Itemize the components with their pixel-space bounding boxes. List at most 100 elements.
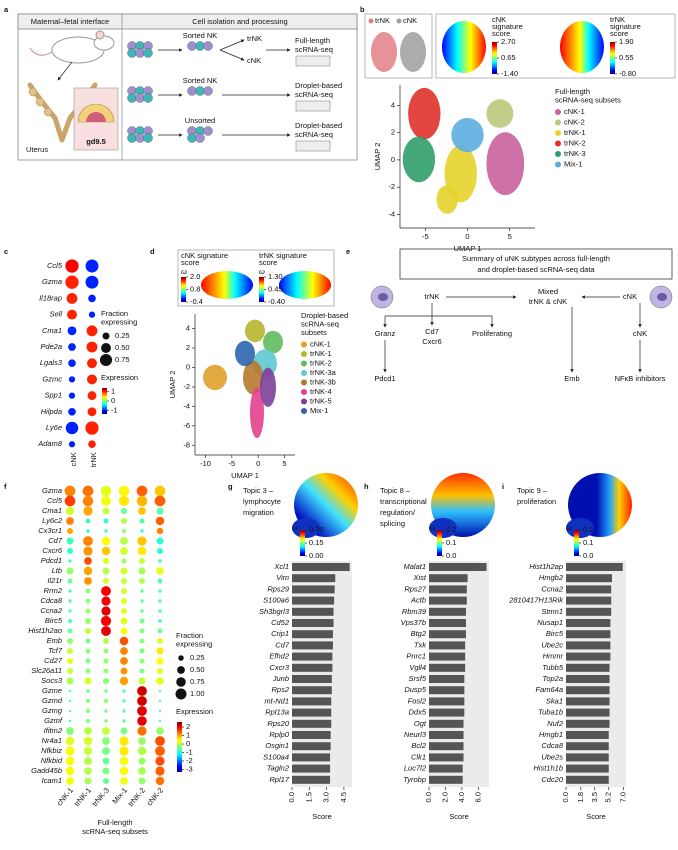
gene-label: Gzmd — [42, 696, 63, 705]
method-label: Droplet-based — [295, 121, 342, 130]
dot — [119, 746, 129, 756]
bar — [292, 574, 336, 583]
panel-label: g — [228, 482, 233, 491]
cluster-blob — [486, 99, 514, 128]
gene-label: Nuf2 — [547, 719, 564, 728]
bar — [292, 731, 331, 739]
dot — [157, 628, 163, 634]
dot — [157, 578, 163, 584]
gene-label: Sell — [49, 310, 62, 319]
x-tick-label: -5 — [422, 232, 429, 241]
bar — [566, 697, 610, 706]
dot — [66, 647, 74, 655]
chart-title: splicing — [380, 519, 405, 528]
dot — [102, 557, 110, 565]
dot — [86, 689, 90, 693]
size-key-label: 0.25 — [115, 331, 130, 340]
dot — [68, 599, 72, 603]
dot — [86, 341, 98, 353]
node-label: trNK — [425, 292, 440, 301]
dot — [85, 421, 99, 435]
dot — [102, 507, 110, 515]
row-label: Unsorted — [185, 116, 215, 125]
legend-label: trNK — [375, 16, 390, 25]
gene-label: Adam8 — [37, 439, 63, 448]
gene-label: Rps29 — [267, 584, 290, 593]
implant — [35, 97, 45, 107]
method-label: scRNA-seq — [295, 45, 333, 54]
dot — [155, 516, 165, 526]
cell — [203, 86, 213, 96]
dot — [139, 638, 145, 644]
dot — [139, 658, 145, 664]
dot — [87, 407, 97, 417]
gene-label: Pde2a — [40, 342, 62, 351]
colorbar-label: 0.1 — [446, 538, 456, 547]
dot — [121, 558, 127, 564]
bar — [292, 563, 350, 571]
cluster-blob — [408, 87, 441, 140]
bar — [429, 607, 466, 616]
bar — [566, 585, 612, 594]
gene-label: Cdca8 — [40, 596, 63, 605]
colorbar-title: trNK — [610, 15, 625, 24]
dot — [102, 767, 110, 775]
size-key-label: 0.25 — [190, 653, 205, 662]
gene-label: Gzma — [42, 277, 62, 286]
legend-title: subsets — [301, 328, 327, 337]
gene-label: Il21r — [47, 576, 62, 585]
dot — [158, 599, 162, 603]
node-label: Mixed — [538, 287, 558, 296]
dot — [87, 358, 97, 369]
dot — [122, 699, 126, 703]
dot — [136, 485, 148, 497]
panel-label: d — [150, 247, 155, 256]
gene-label: Rbm39 — [402, 607, 427, 616]
colorbar-label: 0 — [111, 396, 115, 405]
y-tick-label: 4 — [391, 100, 395, 109]
dot — [101, 536, 111, 546]
panel-label: e — [346, 247, 350, 256]
dot — [104, 719, 108, 723]
colorbar-symbol: ω — [292, 523, 298, 532]
colorbar-symbol: ω — [429, 523, 435, 532]
colorbar-symbol: ω — [259, 267, 265, 276]
bar — [292, 697, 332, 706]
gene-label: Txk — [414, 640, 427, 649]
dot — [120, 577, 128, 585]
implant — [43, 107, 53, 117]
dot — [68, 407, 76, 416]
size-key-label: 0.50 — [115, 343, 130, 352]
panel-label: b — [360, 5, 365, 14]
gene-label: Cdc20 — [541, 775, 564, 784]
dot — [138, 507, 146, 515]
dot — [100, 485, 112, 497]
bar — [429, 585, 467, 594]
colorbar-label: 2.70 — [501, 37, 516, 46]
legend-swatch — [368, 18, 374, 24]
node-label: Granz — [375, 329, 396, 338]
bar — [292, 652, 333, 661]
bar — [292, 742, 331, 751]
gene-label: Ly6c2 — [42, 516, 63, 525]
dot — [122, 719, 126, 723]
dot — [104, 709, 108, 713]
dot — [85, 608, 91, 614]
dot — [88, 294, 96, 303]
dot — [66, 667, 74, 675]
dot — [65, 766, 75, 776]
gene-label: mt-Nd1 — [264, 696, 289, 705]
bar — [292, 708, 332, 717]
y-tick-label: 2 — [391, 128, 395, 137]
gene-label: Spp1 — [44, 391, 62, 400]
panel-label: h — [364, 482, 369, 491]
bar — [566, 596, 612, 605]
gene-label: Actb — [410, 596, 426, 605]
bar — [429, 764, 463, 773]
dot — [120, 627, 128, 635]
cell — [187, 133, 197, 143]
legend-swatch — [555, 140, 561, 147]
bar — [429, 619, 466, 627]
title: and droplet-based scRNA-seq data — [477, 265, 595, 274]
legend-label: cNK-1 — [564, 107, 585, 116]
